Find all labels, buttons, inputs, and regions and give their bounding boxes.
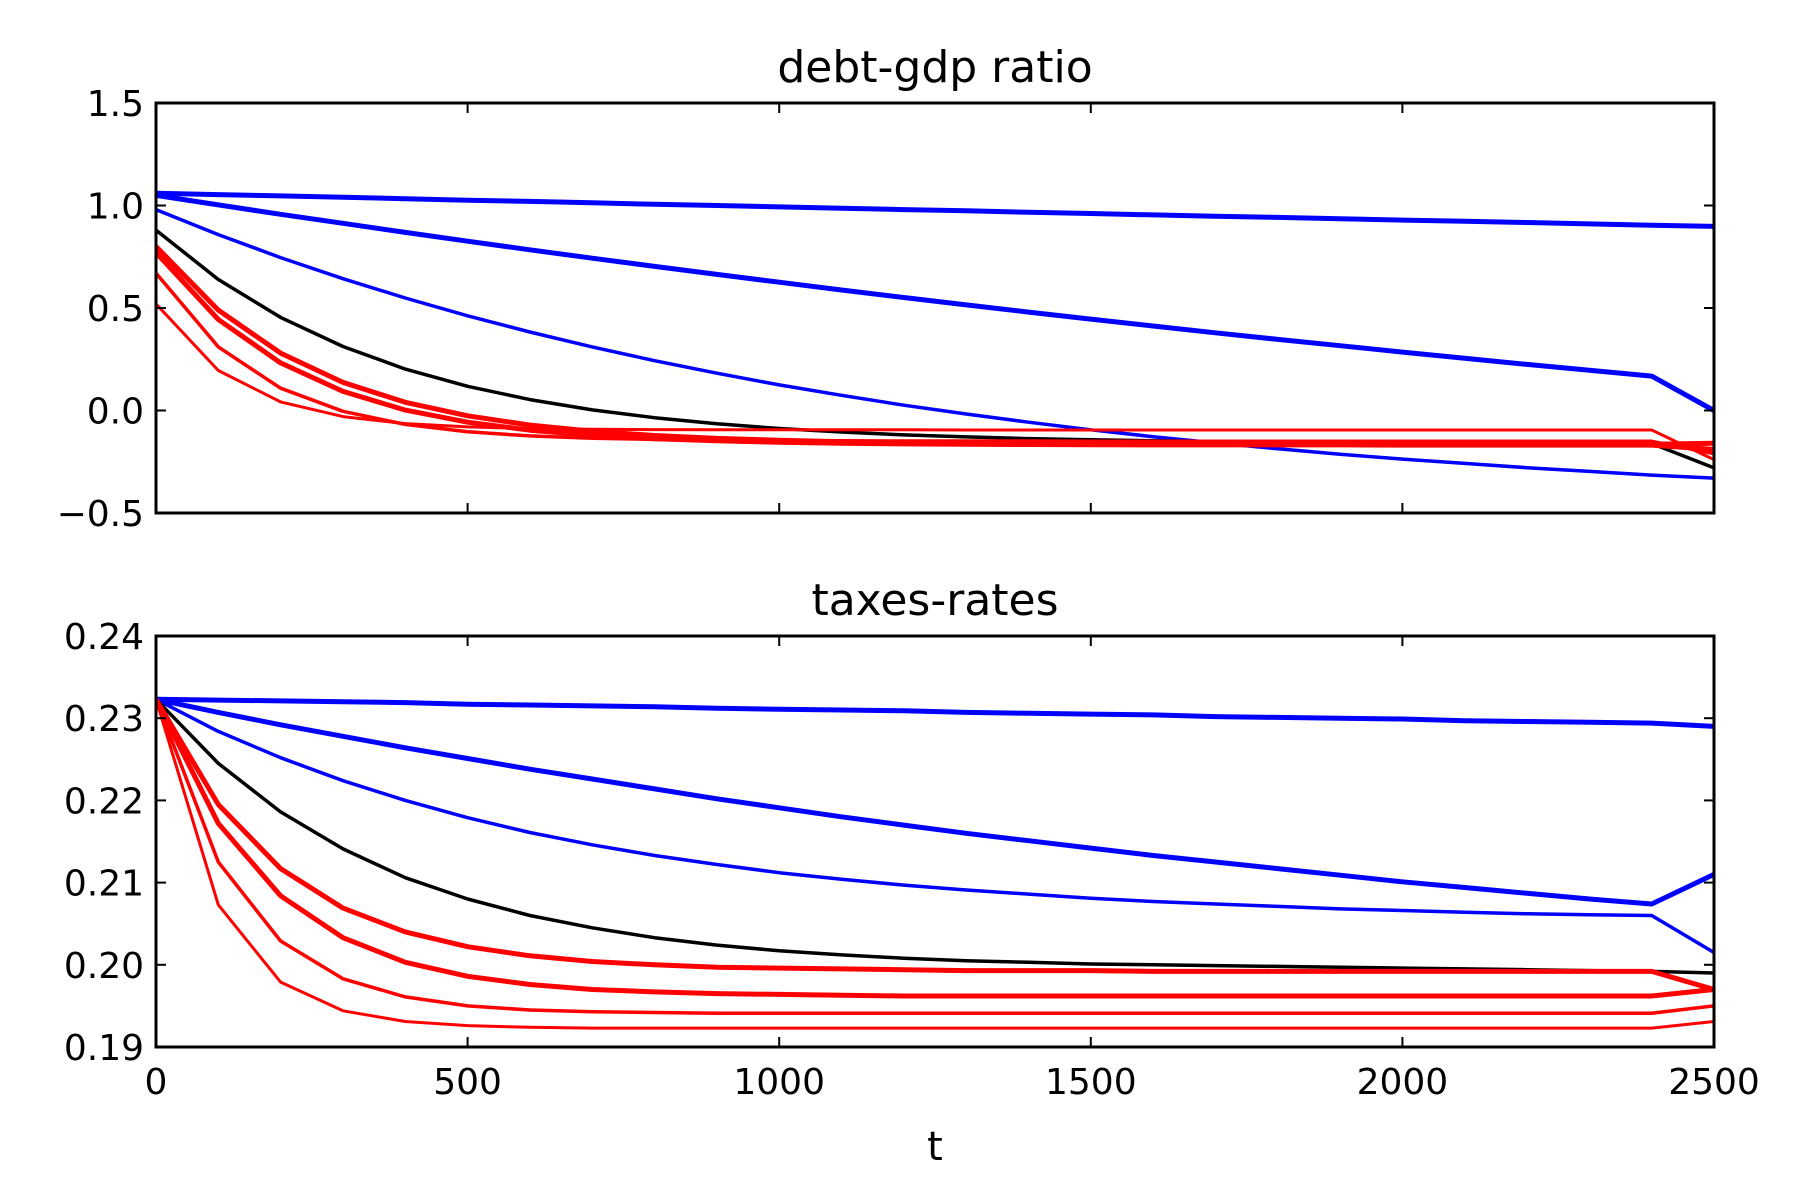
series-line-4 (156, 698, 1714, 992)
series-line-4 (156, 244, 1714, 447)
y-tick-label: 1.5 (87, 84, 144, 125)
taxes-rates-panel: taxes-rates t 0 500 1000 1500 2000 2500 0.19 0.… (64, 575, 1760, 1170)
panel-title: debt-gdp ratio (777, 42, 1092, 93)
series-line-6 (156, 698, 1714, 1016)
series-line-2 (156, 697, 1714, 955)
x-tick-label: 2500 (1668, 1062, 1760, 1103)
y-tick-label: −0.5 (57, 494, 144, 535)
y-tick-label: 0.5 (87, 289, 144, 330)
series-line-5 (156, 698, 1714, 999)
y-tick-label: 0.24 (64, 617, 144, 658)
panel-title: taxes-rates (811, 575, 1058, 626)
series-line-3 (156, 228, 1714, 470)
x-tick-label: 1500 (1045, 1062, 1137, 1103)
y-tick-label: 0.22 (64, 781, 144, 822)
x-tick-label: 2000 (1357, 1062, 1449, 1103)
plot-frame (154, 634, 1716, 1049)
y-tick-label: 0.23 (64, 699, 144, 740)
series-group (156, 190, 1714, 480)
series-line-7 (156, 698, 1714, 1030)
y-tick-label: 0.21 (64, 864, 144, 905)
series-line-0 (156, 190, 1714, 229)
y-tick-label: 1.0 (87, 187, 144, 228)
x-axis-label: t (927, 1124, 943, 1170)
y-tick-label: 0.19 (64, 1028, 144, 1069)
y-tick-label: 0.20 (64, 946, 144, 987)
debt-gdp-panel: debt-gdp ratio −0.5 0.0 0.5 1.0 1.5 (57, 42, 1716, 535)
x-tick-label: 1000 (733, 1062, 825, 1103)
series-line-0 (156, 696, 1714, 729)
series-line-1 (156, 192, 1714, 413)
series-line-2 (156, 207, 1714, 480)
series-line-1 (156, 696, 1714, 907)
y-tick-label: 0.0 (87, 392, 144, 433)
series-line-7 (156, 302, 1714, 462)
plot-frame (154, 101, 1716, 515)
x-tick-label: 0 (145, 1062, 168, 1103)
x-tick-label: 500 (433, 1062, 502, 1103)
series-line-5 (156, 250, 1714, 452)
series-line-3 (156, 698, 1714, 975)
series-group (156, 696, 1714, 1030)
